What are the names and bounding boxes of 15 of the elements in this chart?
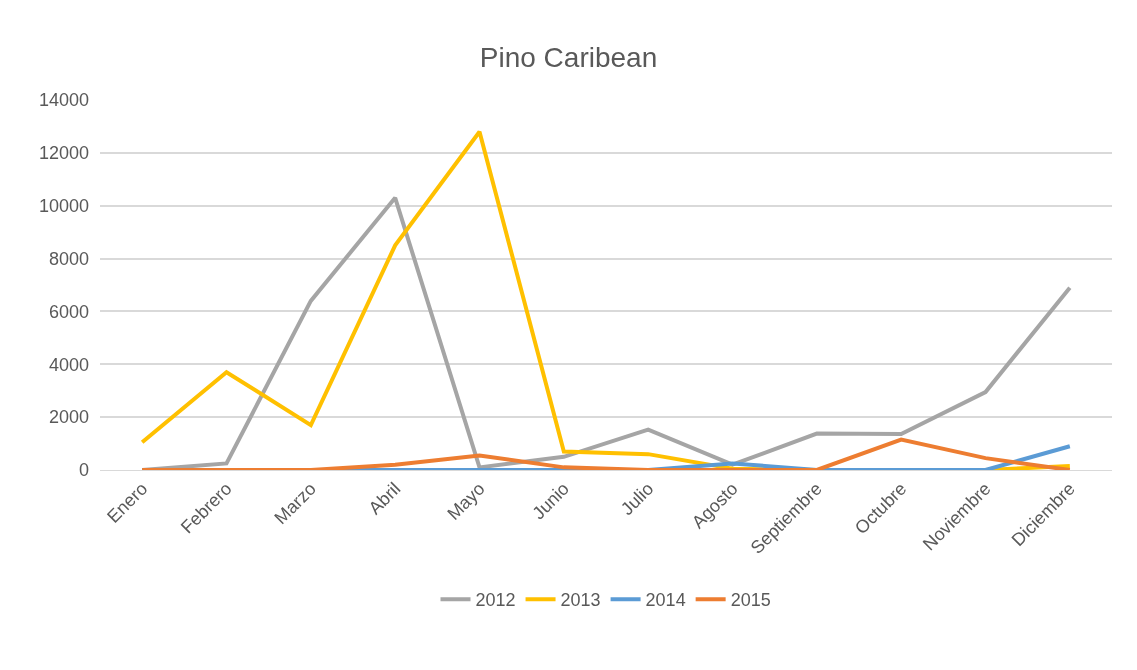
- legend-label: 2015: [730, 590, 771, 611]
- y-tick-label: 14000: [38, 90, 89, 111]
- y-tick-label: 0: [78, 460, 89, 481]
- chart-title: Pino Caribean: [479, 41, 658, 73]
- y-tick-label: 6000: [48, 301, 89, 322]
- y-tick-label: 10000: [38, 196, 89, 217]
- line-series: [140, 437, 1072, 470]
- legend-label: 2013: [560, 590, 601, 611]
- y-tick-label: 2000: [48, 407, 89, 428]
- legend-label: 2014: [645, 590, 686, 611]
- y-tick-label: 4000: [48, 354, 89, 375]
- x-tick-label: Julio: [617, 478, 658, 519]
- y-tick-label: 8000: [48, 248, 89, 269]
- legend-label: 2012: [475, 590, 516, 611]
- y-tick-label: 12000: [38, 143, 89, 164]
